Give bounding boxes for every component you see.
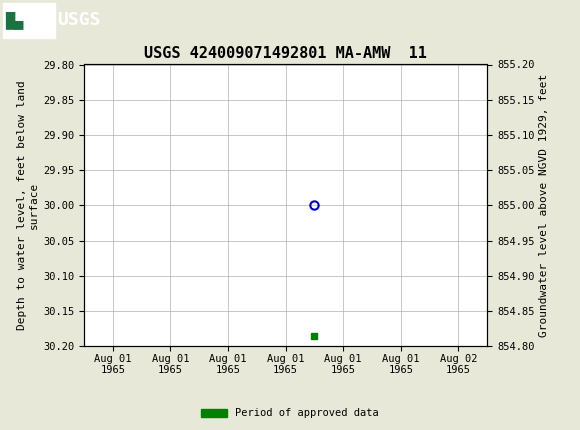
Y-axis label: Depth to water level, feet below land
surface: Depth to water level, feet below land su… [17,80,39,330]
Text: █▄: █▄ [5,12,23,29]
Title: USGS 424009071492801 MA-AMW  11: USGS 424009071492801 MA-AMW 11 [144,46,427,61]
Y-axis label: Groundwater level above NGVD 1929, feet: Groundwater level above NGVD 1929, feet [539,74,549,337]
Bar [3,3,55,37]
Text: USGS: USGS [57,12,100,29]
Legend: Period of approved data: Period of approved data [197,404,383,423]
